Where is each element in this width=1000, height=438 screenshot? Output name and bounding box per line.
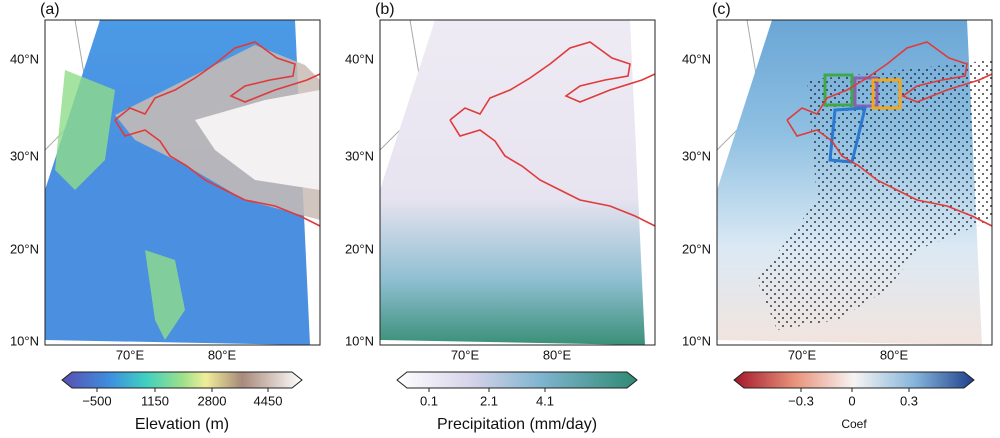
lon-label: 70°E: [788, 347, 817, 362]
terrain-green: [55, 70, 185, 340]
colorbar-tick-label: −0.3: [788, 393, 814, 408]
lat-label: 40°N: [345, 51, 374, 66]
panel-label: (a): [40, 1, 60, 18]
lat-label: 20°N: [682, 241, 711, 256]
frame: [716, 19, 993, 346]
lat-label: 10°N: [682, 333, 711, 348]
colorbar-tick-label: 4450: [254, 393, 283, 408]
panel-label: (c): [712, 1, 731, 18]
colorbar-label: Coef: [841, 417, 867, 431]
terrain-plateau: [195, 90, 320, 190]
colorbar-tick-label: 0: [848, 393, 855, 408]
lon-label: 80°E: [543, 347, 572, 362]
colorbar: [61, 371, 303, 389]
region-box: [823, 73, 854, 107]
panel-label: (b): [375, 1, 395, 18]
plateau-boundary: [786, 41, 993, 227]
map-panel: [379, 19, 656, 346]
lat-label: 40°N: [10, 51, 39, 66]
colorbar-tick-label: 4.1: [536, 393, 554, 408]
region-box: [871, 78, 902, 110]
lon-label: 80°E: [208, 347, 237, 362]
colorbar-label: Elevation (m): [135, 416, 229, 433]
colorbar: [396, 371, 638, 389]
colorbar-tick-label: 2800: [198, 393, 227, 408]
colorbar-tick-label: 0.3: [900, 393, 918, 408]
lon-label: 70°E: [116, 347, 145, 362]
lat-label: 40°N: [682, 51, 711, 66]
colorbar-tick-label: 1150: [141, 393, 169, 408]
frame: [379, 19, 656, 346]
lon-label: 80°E: [880, 347, 909, 362]
plateau-boundary: [449, 41, 656, 227]
significance-dots: [757, 60, 992, 330]
colorbar-tick-label: −500: [82, 393, 111, 408]
lat-label: 30°N: [345, 148, 374, 163]
lat-label: 10°N: [345, 333, 374, 348]
colorbar-label: Precipitation (mm/day): [437, 416, 597, 433]
map-panel: [716, 19, 993, 346]
lat-label: 10°N: [10, 333, 39, 348]
lat-label: 20°N: [345, 241, 374, 256]
lon-label: 70°E: [451, 347, 480, 362]
map-field: [380, 20, 645, 345]
lat-label: 30°N: [10, 148, 39, 163]
lat-label: 20°N: [10, 241, 39, 256]
lat-label: 30°N: [682, 148, 711, 163]
colorbar-tick-label: 0.1: [420, 393, 438, 408]
frame: [44, 19, 321, 346]
colorbar-tick-label: 2.1: [480, 393, 498, 408]
colorbar: [733, 371, 975, 389]
plateau-boundary: [114, 41, 321, 227]
map-panel: [44, 19, 321, 346]
